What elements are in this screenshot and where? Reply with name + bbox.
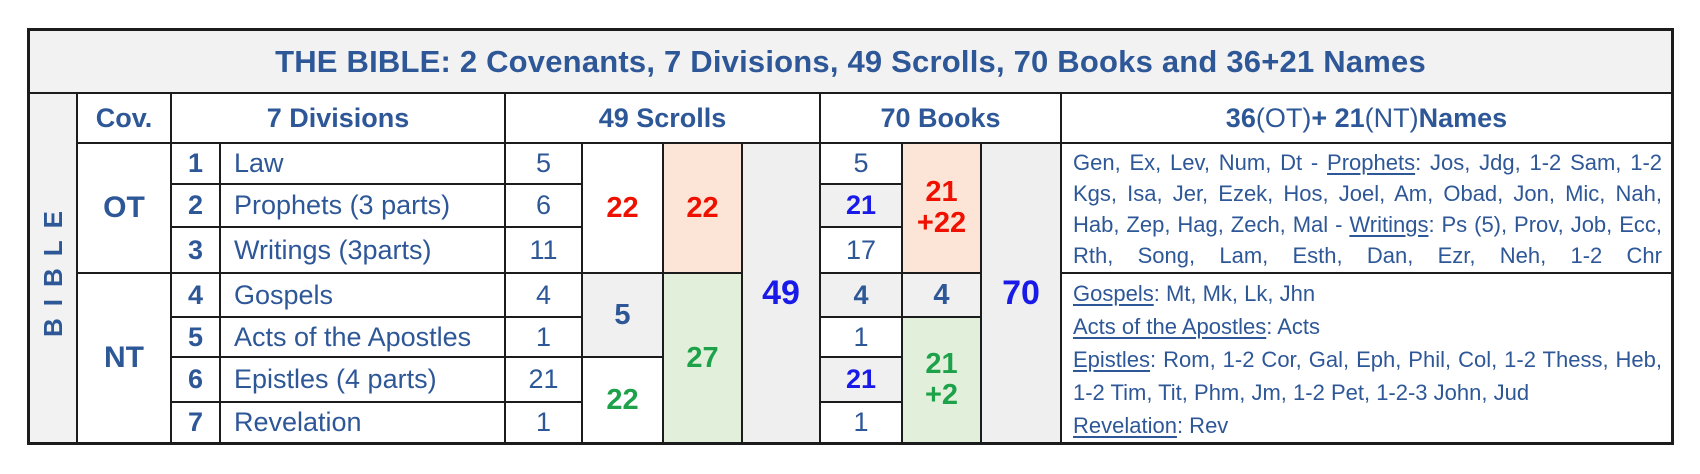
scrolls-nt-subtotal-epistles-revelation: 22 (583, 358, 662, 442)
division-number: 6 (172, 358, 219, 401)
header-names-nt-tag: (NT) (1364, 102, 1419, 133)
header-scrolls: 49 Scrolls (506, 94, 819, 142)
book-count: 5 (821, 144, 901, 183)
names-ot-prophets-books: : Jos, Jdg, 1-2 Sam, 1-2 Kgs, Isa, Jer, … (1073, 150, 1662, 237)
side-label-cell: BIBLE (30, 94, 76, 442)
division-label: Revelation (221, 403, 504, 442)
book-count: 21 (821, 185, 901, 226)
books-ot-total-line1: 21 (925, 175, 958, 208)
division-label: Epistles (4 parts) (221, 358, 504, 401)
book-count: 21 (821, 358, 901, 401)
header-names-nt-count: + 21 (1311, 102, 1365, 133)
division-number: 7 (172, 403, 219, 442)
names-ot-prophets-label: Prophets (1327, 150, 1416, 175)
scroll-count: 21 (506, 358, 581, 401)
covenant-ot: OT (78, 144, 170, 272)
division-number: 4 (172, 274, 219, 316)
books-nt-gospels-subtotal: 4 (903, 274, 980, 316)
division-label: Prophets (3 parts) (221, 185, 504, 226)
header-names-ot-count: 36 (1225, 102, 1256, 133)
division-label: Law (221, 144, 504, 183)
scrolls-nt-total: 27 (664, 274, 741, 442)
scrolls-ot-subtotal: 22 (583, 144, 662, 272)
names-nt-acts-line: Acts of the Apostles: Acts (1073, 310, 1662, 343)
page-title-text: THE BIBLE: 2 Covenants, 7 Divisions, 49 … (275, 43, 1426, 79)
names-nt-epistles-books: : Rom, 1-2 Cor, Gal, Eph, Phil, Col, 1-2… (1073, 347, 1662, 405)
side-label-bible: BIBLE (37, 199, 68, 337)
scroll-count: 5 (506, 144, 581, 183)
division-label: Acts of the Apostles (221, 318, 504, 356)
scroll-count: 6 (506, 185, 581, 226)
book-count: 1 (821, 318, 901, 356)
header-books: 70 Books (821, 94, 1060, 142)
book-count: 4 (821, 274, 901, 316)
book-count: 17 (821, 228, 901, 272)
names-ot-writings-label: Writings (1349, 212, 1429, 237)
names-nt: Gospels: Mt, Mk, Lk, Jhn Acts of the Apo… (1062, 274, 1671, 442)
scroll-count: 1 (506, 403, 581, 442)
names-nt-revelation-books: : Rev (1176, 413, 1229, 438)
page-title: THE BIBLE: 2 Covenants, 7 Divisions, 49 … (30, 31, 1671, 92)
header-divisions: 7 Divisions (172, 94, 504, 142)
names-nt-acts-books: : Acts (1266, 314, 1321, 339)
scroll-count: 11 (506, 228, 581, 272)
names-nt-epistles-label: Epistles (1073, 347, 1151, 372)
names-ot-law-books: Gen, Ex, Lev, Num, Dt - (1073, 150, 1328, 175)
scrolls-ot-total: 22 (664, 144, 741, 272)
division-label: Gospels (221, 274, 504, 316)
scroll-count: 1 (506, 318, 581, 356)
header-names-word: Names (1418, 102, 1508, 133)
books-nt-total-line1: 21 (925, 347, 958, 380)
header-names: 36 (OT) + 21 (NT) Names (1062, 94, 1671, 142)
header-covenant: Cov. (78, 94, 170, 142)
names-ot-writings-books: : Ps (5), Prov, Job, Ecc, Rth, Song, Lam… (1073, 212, 1663, 268)
division-number: 2 (172, 185, 219, 226)
names-nt-gospels-line: Gospels: Mt, Mk, Lk, Jhn (1073, 277, 1662, 310)
names-nt-revelation-line: Revelation: Rev (1073, 409, 1662, 442)
names-nt-gospels-label: Gospels (1073, 281, 1154, 306)
scrolls-nt-subtotal-gospels-acts: 5 (583, 274, 662, 356)
header-names-ot-tag: (OT) (1255, 102, 1312, 133)
division-number: 5 (172, 318, 219, 356)
division-number: 1 (172, 144, 219, 183)
books-grand-total: 70 (982, 144, 1060, 442)
scrolls-grand-total: 49 (743, 144, 819, 442)
covenant-nt: NT (78, 274, 170, 442)
names-nt-revelation-label: Revelation (1073, 413, 1177, 438)
books-nt-total-line2: +2 (924, 379, 959, 411)
books-nt-total: 21 +2 (903, 318, 980, 442)
scroll-count: 4 (506, 274, 581, 316)
division-label: Writings (3parts) (221, 228, 504, 272)
names-nt-gospels-books: : Mt, Mk, Lk, Jhn (1153, 281, 1316, 306)
book-count: 1 (821, 403, 901, 442)
names-nt-acts-label: Acts of the Apostles (1073, 314, 1267, 339)
division-number: 3 (172, 228, 219, 272)
bible-overview-table: THE BIBLE: 2 Covenants, 7 Divisions, 49 … (27, 28, 1674, 445)
books-ot-total-line2: +22 (916, 207, 967, 239)
names-ot: Gen, Ex, Lev, Num, Dt - Prophets: Jos, J… (1062, 144, 1671, 272)
names-nt-epistles-line: Epistles: Rom, 1-2 Cor, Gal, Eph, Phil, … (1073, 343, 1662, 409)
books-ot-total: 21 +22 (903, 144, 980, 272)
